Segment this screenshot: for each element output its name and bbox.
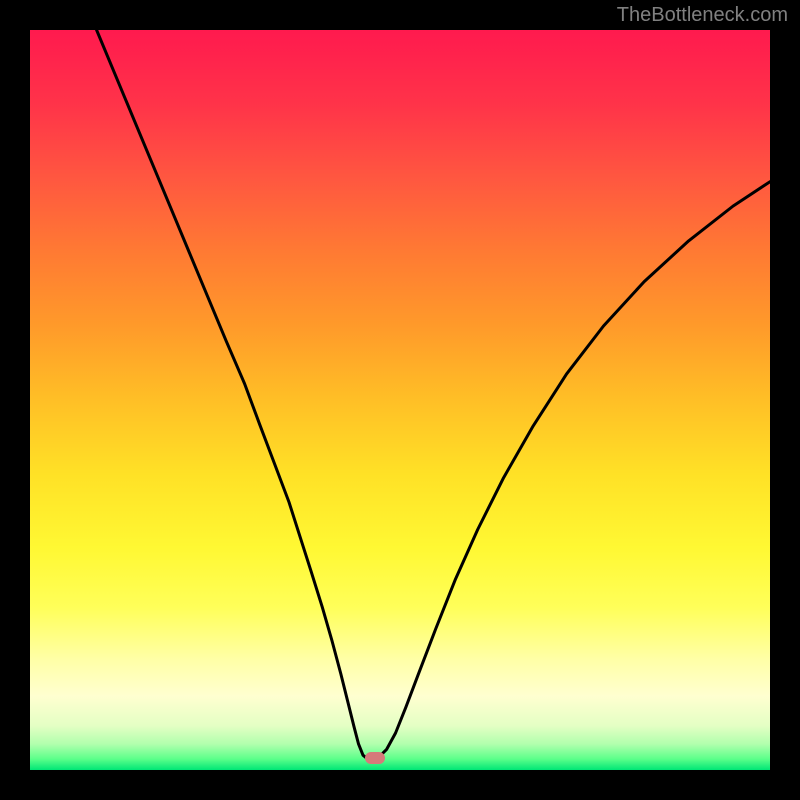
watermark-text: TheBottleneck.com: [617, 4, 788, 27]
bottleneck-curve: [30, 30, 770, 770]
plot-area: [30, 30, 770, 770]
chart-container: TheBottleneck.com: [0, 0, 800, 800]
optimal-point-marker: [365, 752, 385, 764]
